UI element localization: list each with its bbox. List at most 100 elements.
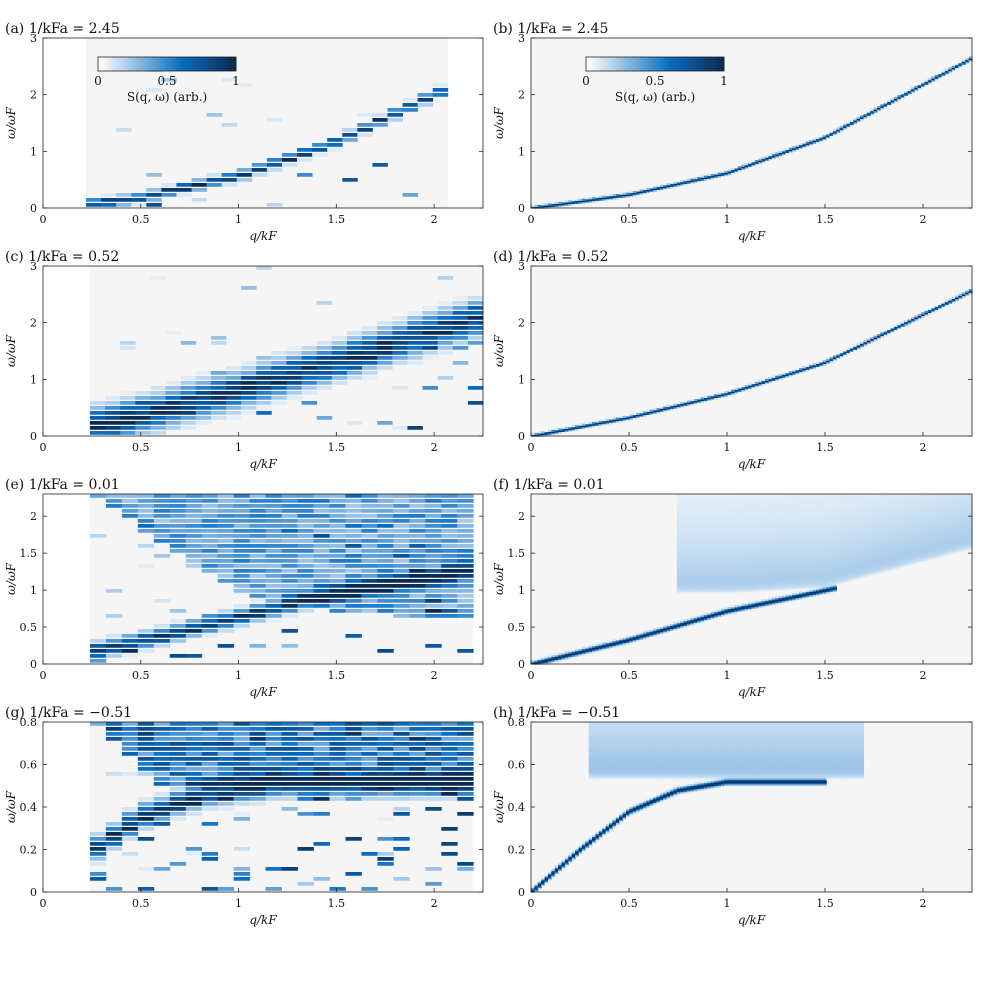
heatmap-cell <box>585 426 590 429</box>
x-tick-label: 1.5 <box>328 213 346 226</box>
colorbar: 0 0.5 1S(q, ω) (arb.) <box>94 56 240 104</box>
heatmap-cell <box>137 629 155 633</box>
heatmap-cell <box>707 528 712 531</box>
heatmap-cell <box>765 572 770 575</box>
heatmap-cell <box>693 546 698 549</box>
heatmap-cell <box>329 569 346 573</box>
heatmap-cell <box>778 501 783 504</box>
heatmap-cell <box>629 639 634 642</box>
heatmap-cell <box>792 597 797 600</box>
heatmap-cell <box>680 555 685 558</box>
colorbar-swatch <box>102 57 106 71</box>
heatmap-cell <box>331 336 348 340</box>
heatmap-cell <box>849 349 854 352</box>
heatmap-cell <box>297 604 314 608</box>
heatmap-cell <box>782 503 787 506</box>
colorbar-swatch <box>698 57 702 71</box>
heatmap-cell <box>880 106 885 109</box>
heatmap-cell <box>727 572 732 575</box>
heatmap-cell <box>782 514 787 517</box>
heatmap-cell <box>568 200 573 203</box>
heatmap-cell <box>771 562 776 565</box>
heatmap-cell <box>748 560 753 563</box>
heatmap-cell <box>795 565 800 568</box>
heatmap-cell <box>802 498 807 501</box>
heatmap-cell <box>785 374 790 377</box>
heatmap-cell <box>785 582 790 585</box>
heatmap-cell <box>693 529 698 532</box>
heatmap-cell <box>265 604 282 608</box>
heatmap-cell <box>771 585 776 588</box>
heatmap-cell <box>805 558 810 562</box>
heatmap-cell <box>575 425 580 428</box>
heatmap-cell <box>809 368 814 371</box>
heatmap-cell <box>407 351 423 355</box>
heatmap-cell <box>805 562 810 565</box>
heatmap-cell <box>146 203 162 207</box>
y-tick-label: 3 <box>30 260 37 273</box>
heatmap-cell <box>687 529 692 532</box>
heatmap-cell <box>714 565 719 568</box>
heatmap-cell <box>710 517 715 520</box>
heatmap-cell <box>683 620 688 623</box>
heatmap-cell <box>595 425 600 428</box>
heatmap-cell <box>316 346 333 350</box>
heatmap-cell <box>724 501 729 504</box>
heatmap-cell <box>588 651 593 654</box>
colorbar-swatch <box>629 57 633 71</box>
heatmap-cell <box>724 582 729 585</box>
heatmap-cell <box>704 579 708 582</box>
heatmap-cell <box>785 596 790 599</box>
heatmap-cell <box>690 623 695 626</box>
heatmap-cell <box>727 563 732 566</box>
heatmap-cell <box>724 494 729 497</box>
heatmap-cell <box>795 507 800 511</box>
heatmap-cell <box>707 178 712 181</box>
heatmap-cell <box>720 579 725 582</box>
heatmap-cell <box>659 625 664 628</box>
heatmap-cell <box>802 558 807 562</box>
heatmap-cell <box>792 497 797 500</box>
heatmap-cell <box>778 532 783 535</box>
heatmap-cell <box>704 583 708 586</box>
heatmap-cell <box>585 200 590 203</box>
heatmap-cell <box>697 549 702 552</box>
heatmap-cell <box>297 504 314 508</box>
heatmap-cell <box>812 366 817 369</box>
heatmap-cell <box>751 507 756 511</box>
heatmap-cell <box>788 552 793 555</box>
heatmap-cell <box>281 544 298 548</box>
heatmap-cell <box>233 509 251 513</box>
heatmap-cell <box>561 426 566 429</box>
heatmap-cell <box>680 494 685 497</box>
heatmap-cell <box>717 555 722 558</box>
heatmap-cell <box>788 520 793 523</box>
heatmap-cell <box>707 545 712 548</box>
heatmap-cell <box>944 303 949 306</box>
heatmap-cell <box>249 514 267 518</box>
heatmap-cell <box>457 529 474 533</box>
heatmap-cell <box>598 197 603 200</box>
heatmap-cell <box>798 523 803 526</box>
colorbar-swatch <box>104 57 108 71</box>
heatmap-cell <box>798 537 803 540</box>
heatmap-cell <box>266 168 283 172</box>
heatmap-cell <box>788 574 793 577</box>
colorbar-swatch <box>208 57 212 71</box>
heatmap-cell <box>771 504 776 507</box>
heatmap-cell <box>329 594 346 598</box>
heatmap-cell <box>609 197 614 200</box>
heatmap-cell <box>754 528 759 531</box>
heatmap-cell <box>877 109 882 112</box>
heatmap-cell <box>856 119 861 123</box>
heatmap-cell <box>201 634 219 638</box>
heatmap-cell <box>687 591 692 594</box>
heatmap-cell <box>687 506 692 509</box>
heatmap-cell <box>547 657 552 660</box>
heatmap-cell <box>843 351 848 354</box>
heatmap-cell <box>714 520 719 523</box>
heatmap-cell <box>153 514 171 518</box>
heatmap-cell <box>832 133 837 136</box>
heatmap-cell <box>249 644 267 648</box>
heatmap-cell <box>768 571 773 574</box>
